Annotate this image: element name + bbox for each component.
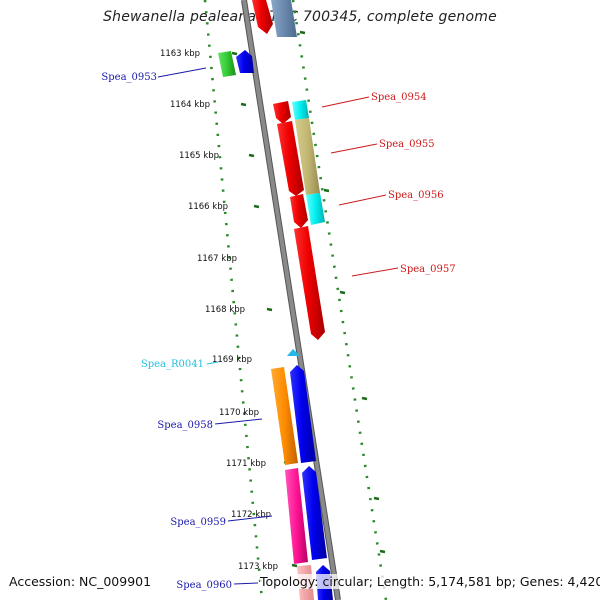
tick-label-1171: 1171 kbp <box>226 459 266 469</box>
gene-feature-top-steel[interactable] <box>271 0 297 37</box>
gene-feature-0957[interactable] <box>294 226 325 340</box>
gene-feature-R0041[interactable] <box>287 349 300 356</box>
gene-label-spea-r0041[interactable]: Spea_R0041 <box>141 359 204 370</box>
gene-label-spea-0954[interactable]: Spea_0954 <box>371 92 427 103</box>
gene-feature-0958-blue[interactable] <box>290 365 316 463</box>
tick-labels: 1163 kbp 1164 kbp 1165 kbp 1166 kbp 1167… <box>160 49 278 572</box>
gene-feature-0956[interactable] <box>290 194 308 228</box>
tick-label-1168: 1168 kbp <box>205 305 245 315</box>
gene-label-spea-0959[interactable]: Spea_0959 <box>170 517 226 528</box>
gene-feature-0958-orange[interactable] <box>271 367 298 465</box>
tick-label-1170: 1170 kbp <box>219 408 259 418</box>
gene-feature-top-red[interactable] <box>252 0 273 34</box>
gene-label-spea-0956[interactable]: Spea_0956 <box>388 190 444 201</box>
tick-label-1169: 1169 kbp <box>212 355 252 365</box>
genome-stats-text: Topology: circular; Length: 5,174,581 bp… <box>260 574 600 589</box>
label-connectors <box>157 67 399 585</box>
gene-feature-0953-green[interactable] <box>218 51 236 77</box>
gene-feature-0959-blue[interactable] <box>302 466 327 560</box>
gene-feature-cyan-2[interactable] <box>306 193 325 225</box>
gene-label-spea-0957[interactable]: Spea_0957 <box>400 264 456 275</box>
tick-label-1164: 1164 kbp <box>170 100 210 110</box>
gene-labels: Spea_0953 Spea_0954 Spea_0955 Spea_0956 … <box>101 72 455 591</box>
gene-features <box>218 0 333 600</box>
tick-label-1165: 1165 kbp <box>179 151 219 161</box>
tick-label-1167: 1167 kbp <box>197 254 237 264</box>
gene-label-spea-0958[interactable]: Spea_0958 <box>157 420 213 431</box>
tick-label-1166: 1166 kbp <box>188 202 228 212</box>
gene-feature-cyan-1[interactable] <box>292 100 309 120</box>
gene-feature-khaki[interactable] <box>295 118 320 195</box>
gene-feature-0953-blue[interactable] <box>236 50 254 73</box>
gene-label-spea-0953[interactable]: Spea_0953 <box>101 72 157 83</box>
accession-text: Accession: NC_009901 <box>9 574 152 589</box>
genome-backbone <box>241 0 341 600</box>
gene-feature-0954[interactable] <box>273 101 291 124</box>
gene-feature-0959-pink[interactable] <box>285 468 308 564</box>
gene-label-spea-0960[interactable]: Spea_0960 <box>176 580 232 591</box>
gene-feature-0955[interactable] <box>277 121 304 196</box>
map-title: Shewanella pealeana ATCC 700345, complet… <box>103 9 497 25</box>
tick-label-1163: 1163 kbp <box>160 49 200 59</box>
tick-label-1173: 1173 kbp <box>238 562 278 572</box>
tick-label-1172: 1172 kbp <box>231 510 271 520</box>
gene-label-spea-0955[interactable]: Spea_0955 <box>379 139 435 150</box>
guide-lines <box>203 0 388 600</box>
